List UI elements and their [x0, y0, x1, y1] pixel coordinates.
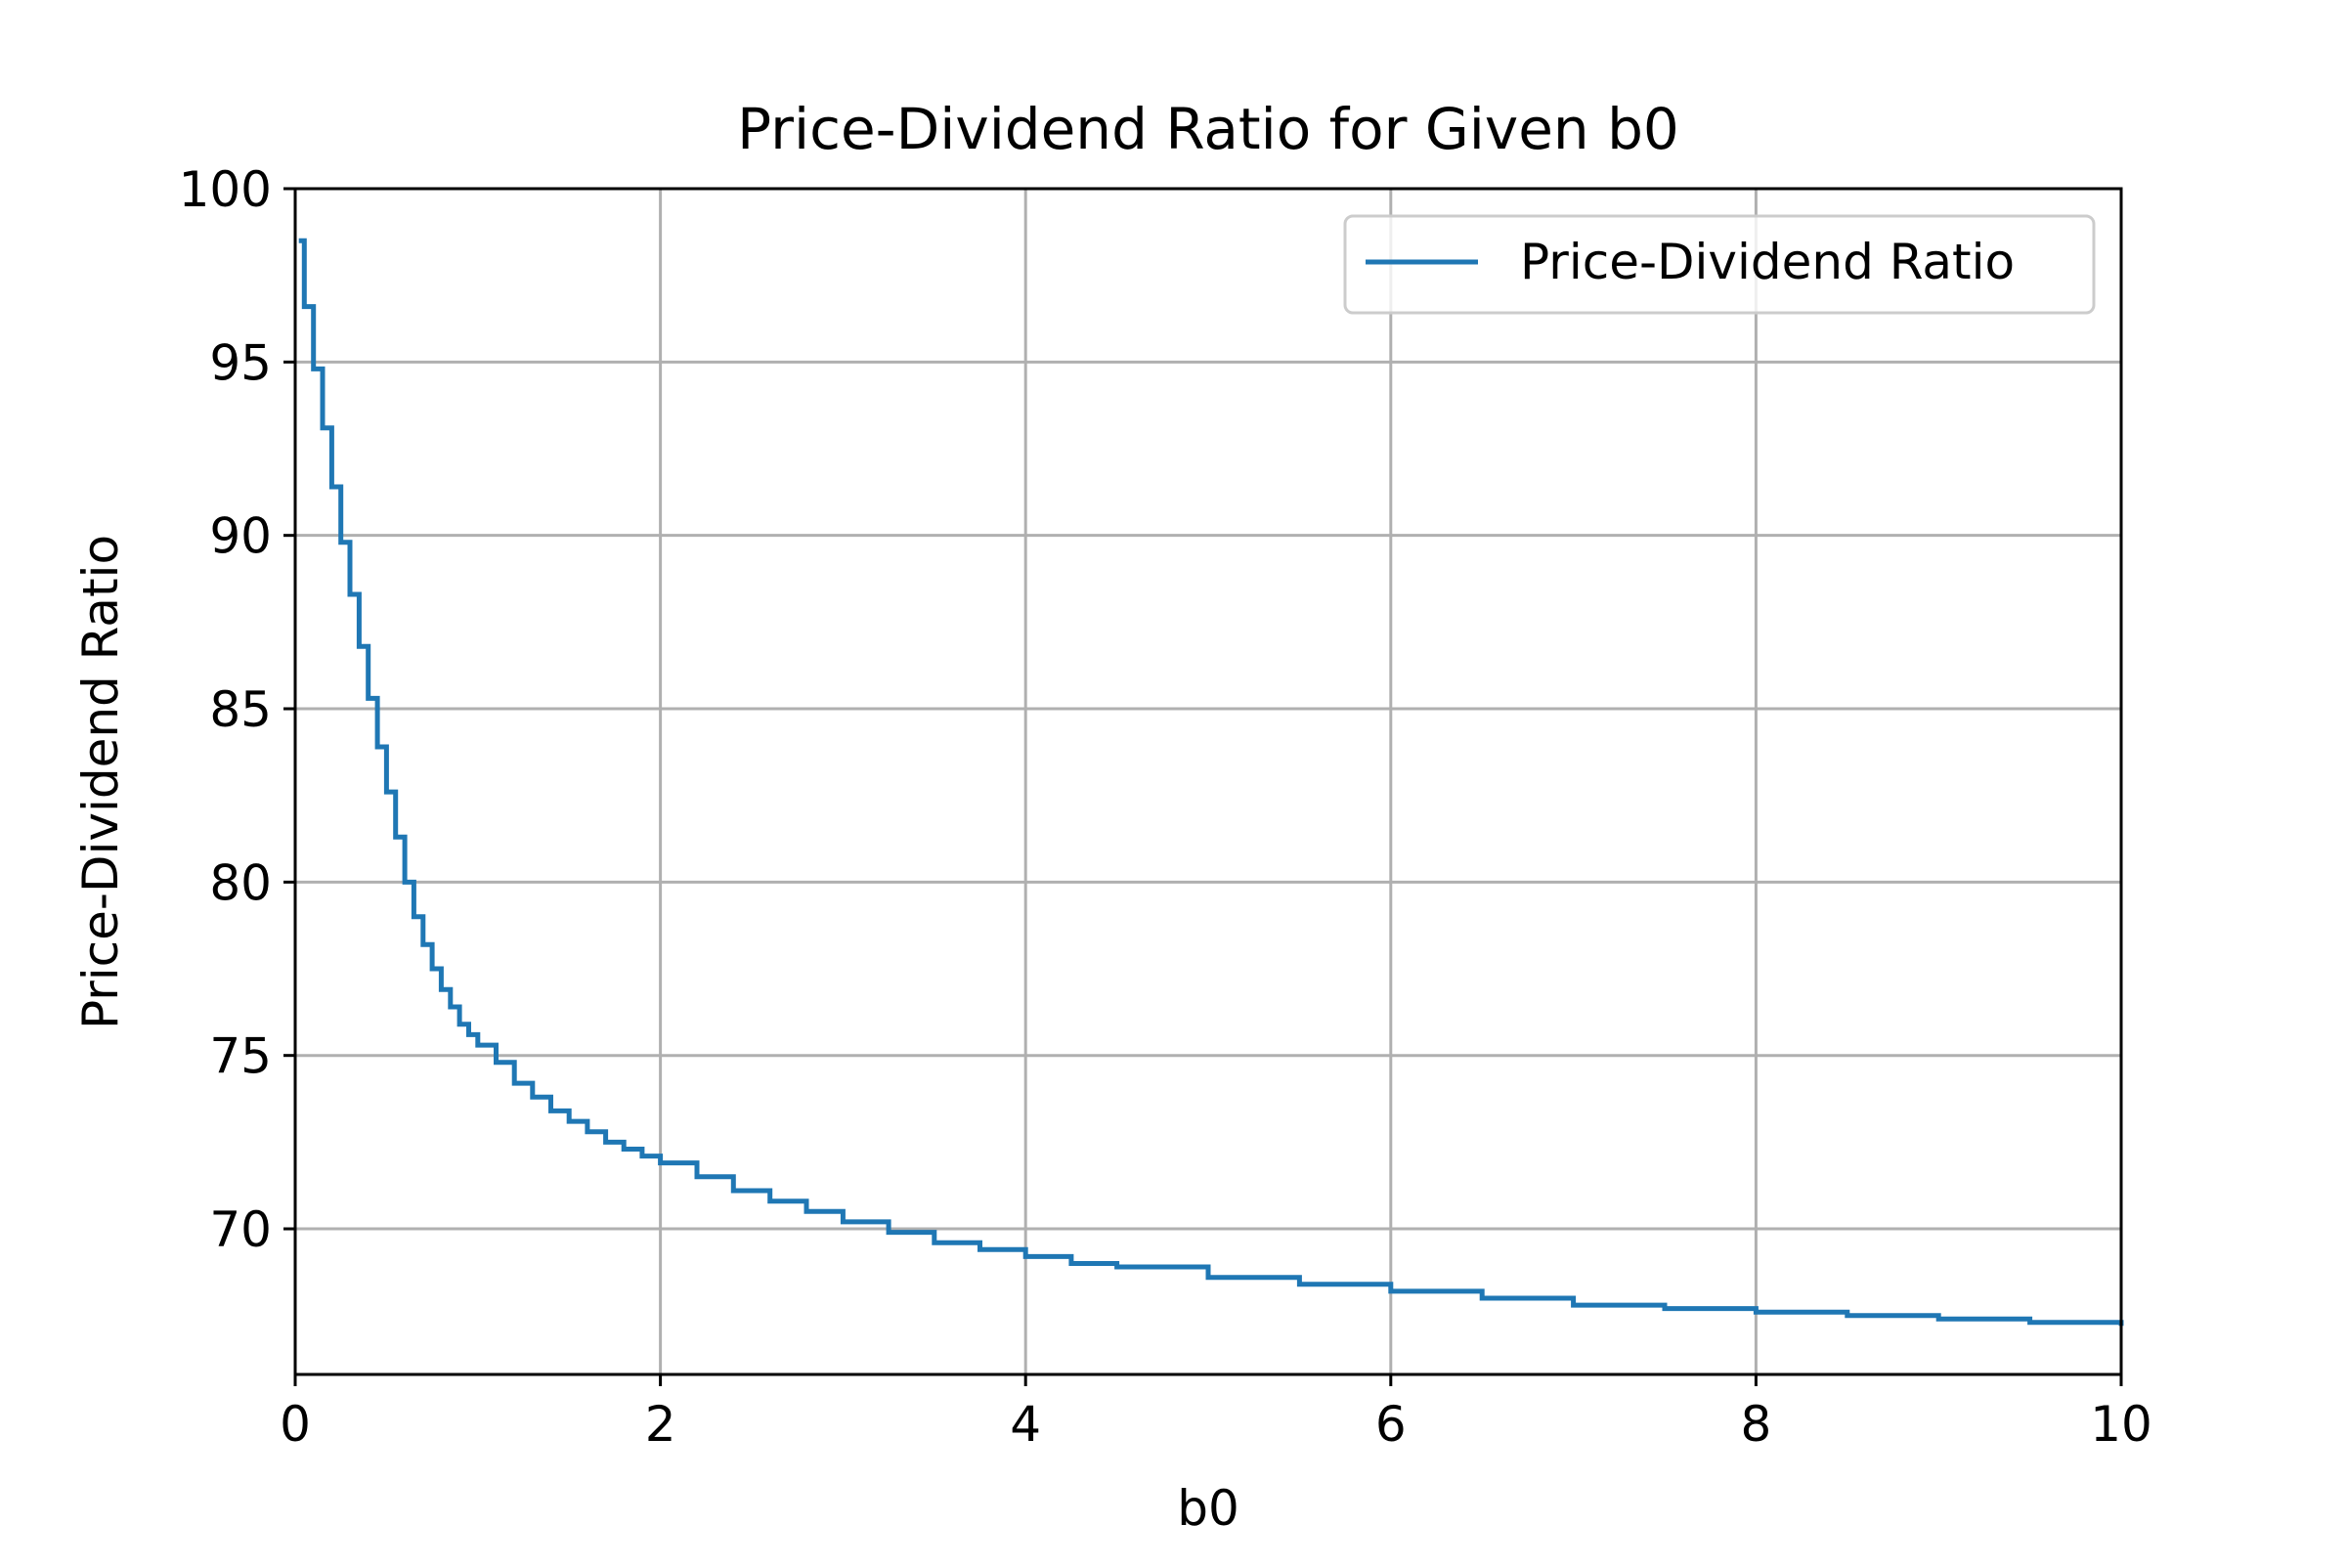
- legend-entry-label: Price-Dividend Ratio: [1520, 234, 2015, 290]
- y-tick-label: 90: [209, 508, 272, 565]
- x-tick-label: 2: [645, 1396, 676, 1453]
- legend: Price-Dividend Ratio: [1345, 216, 2094, 313]
- x-tick-label: 6: [1375, 1396, 1407, 1453]
- x-axis-label: b0: [1177, 1480, 1239, 1537]
- x-tick-label: 8: [1740, 1396, 1771, 1453]
- y-tick-label: 85: [209, 681, 272, 738]
- y-tick-label: 75: [209, 1028, 272, 1085]
- y-tick-label: 70: [209, 1201, 272, 1258]
- y-axis-label: Price-Dividend Ratio: [72, 535, 129, 1029]
- x-tick-label: 4: [1010, 1396, 1041, 1453]
- x-tick-label: 10: [2090, 1396, 2152, 1453]
- y-tick-label: 100: [179, 161, 272, 218]
- chart-title: Price-Dividend Ratio for Given b0: [737, 96, 1679, 162]
- x-tick-label: 0: [280, 1396, 311, 1453]
- y-tick-label: 95: [209, 334, 272, 391]
- y-tick-label: 80: [209, 854, 272, 911]
